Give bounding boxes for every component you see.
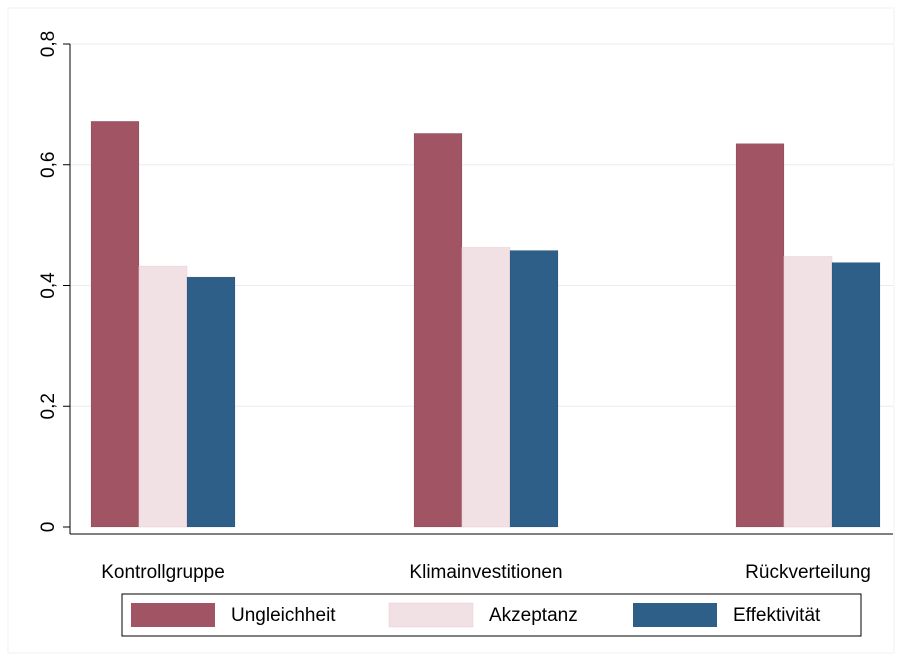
bar-kontrollgruppe-effektivitat (186, 276, 236, 528)
bar-ruckverteilung-akzeptanz (783, 256, 833, 528)
x-tick-label-kontrollgruppe: Kontrollgruppe (101, 562, 225, 583)
plot-region (7, 7, 895, 654)
legend-label-akzeptanz: Akzeptanz (489, 605, 578, 626)
x-tick-label-klimainvestitionen: Klimainvestitionen (409, 562, 562, 583)
bar-klimainvestitionen-ungleichheit (413, 133, 463, 528)
bar-ruckverteilung-ungleichheit (735, 143, 785, 528)
x-tick-label-ruckverteilung: Rückverteilung (745, 562, 871, 583)
legend-box (121, 593, 862, 637)
legend-label-ungleichheit: Ungleichheit (231, 605, 336, 626)
bar-kontrollgruppe-akzeptanz (138, 265, 188, 528)
bar-ruckverteilung-effektivitat (831, 262, 881, 528)
bar-kontrollgruppe-ungleichheit (90, 120, 140, 528)
legend-swatch-effektivitat (633, 603, 717, 627)
bar-klimainvestitionen-effektivitat (509, 250, 559, 528)
bars (90, 120, 881, 528)
legend-label-effektivitat: Effektivität (733, 605, 821, 626)
y-tick-label-2: 0,4 (38, 272, 59, 299)
y-tick-label-4: 0,8 (38, 31, 59, 57)
y-tick-label-0: 0 (38, 522, 59, 533)
legend-swatch-ungleichheit (131, 603, 215, 627)
bar-klimainvestitionen-akzeptanz (461, 247, 511, 528)
legend-swatch-akzeptanz (388, 602, 474, 628)
y-tick-label-3: 0,6 (38, 152, 59, 178)
y-tick-label-1: 0,2 (38, 393, 59, 419)
axes: 0 0,2 0,4 0,6 0,8 Kontrollgruppe Klimainvestit… (38, 31, 893, 583)
legend: Ungleichheit Akzeptanz Effektivität (121, 593, 862, 637)
